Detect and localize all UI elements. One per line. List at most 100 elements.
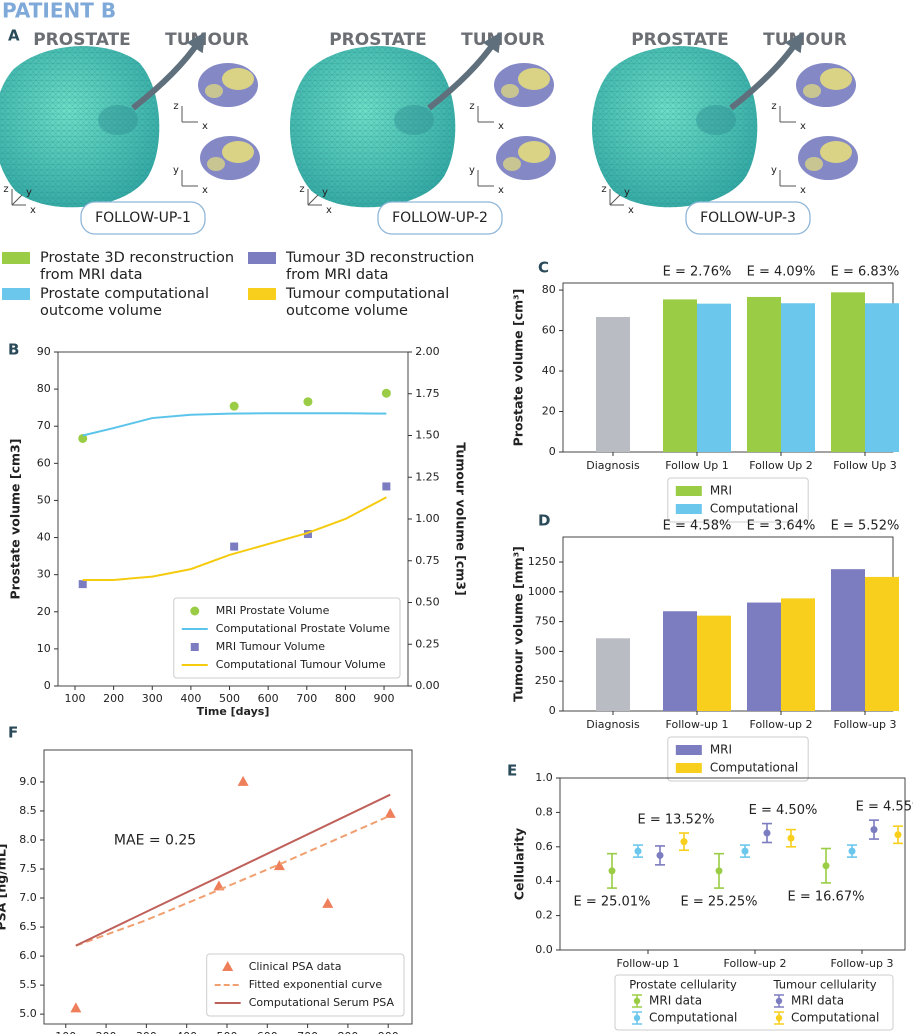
axis-label: Time [days] [197,705,270,718]
y-tick-label: 6.5 [19,920,37,933]
tumour-computational [207,157,225,171]
tumour-computational [518,141,550,163]
y-tick-label: 7.0 [19,891,37,904]
legend-label: MRI Prostate Volume [216,604,330,617]
y-tick-label: 1000 [528,585,556,598]
prostate-mesh-lines [289,46,456,208]
tumour-computational [518,68,550,90]
x-tick-label: 300 [136,1030,157,1034]
data-point [656,851,664,859]
x-tick-label: Follow-up 2 [750,718,813,731]
data-point [229,401,239,411]
data-point [715,867,723,875]
legend-label: MRI [710,484,732,498]
legend-marker [775,997,783,1005]
legend-label: Clinical PSA data [249,960,342,973]
axis-letter: y [26,187,32,198]
legend-title: Prostate cellularity [629,978,737,992]
panel-label: F [8,724,18,742]
data-point [848,847,856,855]
annotation: E = 5.52% [831,519,900,534]
y-tick-label: 0.25 [415,637,440,650]
y-tick-label: 80 [37,382,51,395]
data-point [78,580,87,589]
follow-up-box [377,201,503,235]
y-tick-label: 2.00 [415,345,440,358]
y-tick-label: 1.0 [535,771,553,784]
follow-up-label: FOLLOW-UP-2 [392,210,488,226]
annotation: E = 16.67% [788,889,865,904]
legend-label: from MRI data [40,267,142,283]
x-tick-label: 800 [337,1030,358,1034]
y-tick-label: 0.00 [415,679,440,692]
x-tick-label: 500 [216,1030,237,1034]
y-tick-label: 30 [37,568,51,581]
plot-frame [43,749,413,1025]
data-point [322,897,334,908]
axis-letter: z [299,184,304,195]
prostate-heading: PROSTATE [631,30,729,50]
y-tick-label: 90 [37,345,51,358]
legend: MRI Computational [667,736,809,782]
y-tick-label: 80 [542,283,556,296]
legend-label: MRI [710,743,732,757]
data-line [82,496,387,581]
y-tick-label: 10 [37,642,51,655]
axis-triad [609,194,621,206]
x-tick-label: Diagnosis [586,459,640,472]
panel-label: A [8,27,20,45]
y-tick-label: 750 [535,615,556,628]
follow-up-label: FOLLOW-UP-3 [700,210,796,226]
data-point [763,829,771,837]
legend-label: MRI Tumour Volume [216,640,325,653]
data-point [303,530,312,539]
axis-label: Tumour volume [cm3] [454,442,469,595]
legend-label: outcome volume [40,303,162,319]
bar [781,598,815,711]
x-tick-label: Follow-up 2 [724,957,787,970]
data-point [787,834,795,842]
y-tick-label: 5.0 [19,1007,37,1020]
plot-frame [559,777,906,951]
panel-label: E [507,762,517,780]
x-tick-label: 200 [103,692,124,705]
x-tick-label: 400 [176,1030,197,1034]
y-tick-label: 20 [542,405,556,418]
tumour-inside [696,105,736,135]
x-tick-label: Follow-up 3 [831,957,894,970]
y-tick-label: 0 [44,679,51,692]
bar [596,638,630,711]
axis-triad [307,194,319,206]
axis-letter: x [800,121,806,132]
axis-letter: x [30,205,36,216]
legend-label: Computational [710,502,798,516]
annotation: E = 6.83% [831,265,900,280]
x-tick-label: 400 [180,692,201,705]
follow-up-box [685,201,811,235]
legend-label: Fitted exponential curve [249,978,383,991]
axis-letter: z [469,101,474,112]
x-tick-label: 600 [258,692,279,705]
data-point [680,838,688,846]
y-tick-label: 70 [37,419,51,432]
tumour-heading: TUMOUR [763,30,847,50]
legend-swatch [675,486,702,496]
annotation: E = 4.09% [747,265,816,280]
legend: Clinical PSA data Fitted exponential curv… [206,953,405,1017]
bar [831,292,865,452]
y-tick-label: 50 [37,493,51,506]
legend-swatch [2,288,30,300]
bar [663,611,697,711]
x-tick-label: Follow-up 3 [834,718,897,731]
arrow [427,32,502,111]
x-tick-label: 100 [64,692,85,705]
legend-label: Computational [710,761,798,775]
tumour-inside [98,105,138,135]
legend-marker [190,606,200,616]
annotation: E = 25.25% [681,895,758,910]
y-tick-label: 0.75 [415,554,440,567]
y-tick-label: 0.6 [535,840,553,853]
y-tick-label: 1.25 [415,470,440,483]
bar [831,569,865,711]
